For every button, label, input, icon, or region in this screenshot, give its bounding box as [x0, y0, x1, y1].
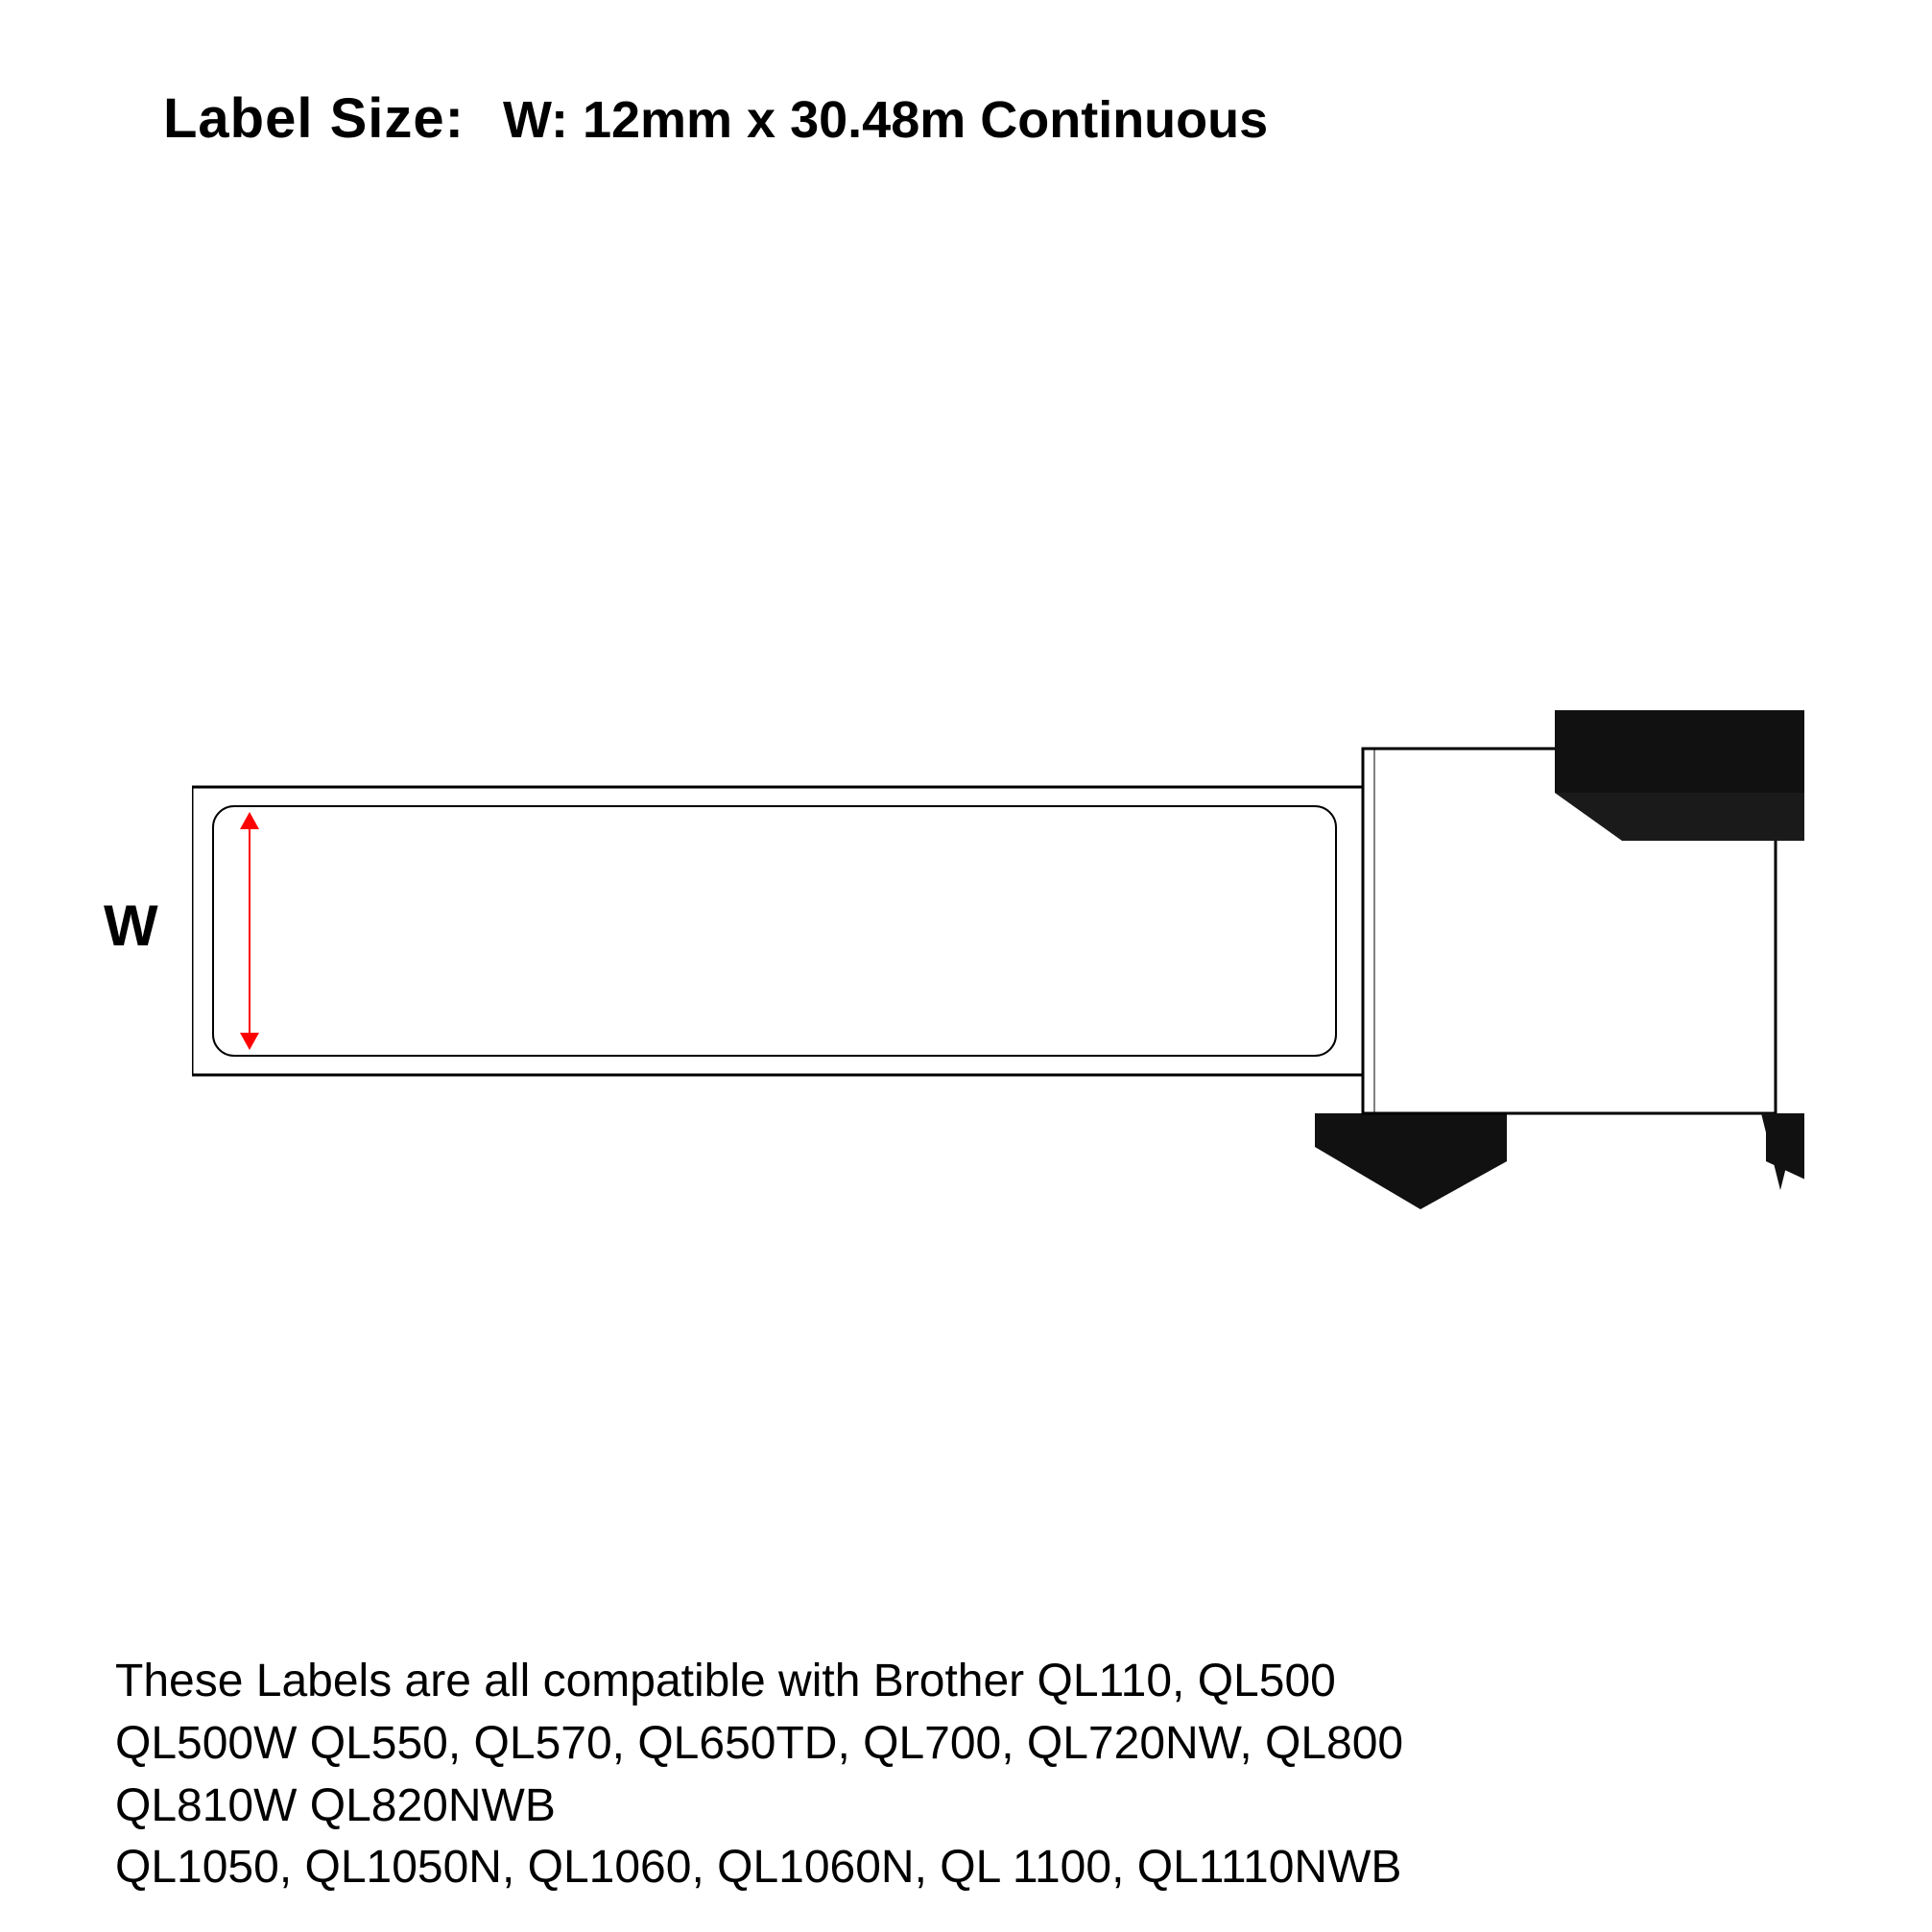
footer-line: QL500W QL550, QL570, QL650TD, QL700, QL7…	[115, 1713, 1804, 1776]
label-size-label: Label Size:	[163, 86, 465, 151]
compatibility-text: These Labels are all compatible with Bro…	[115, 1651, 1804, 1899]
label-size-value: W: 12mm x 30.48m Continuous	[503, 90, 1268, 150]
footer-line: QL810W QL820NWB	[115, 1776, 1804, 1838]
footer-line: QL1050, QL1050N, QL1060, QL1060N, QL 110…	[115, 1837, 1804, 1899]
diagram-svg	[192, 710, 1804, 1209]
footer-line: These Labels are all compatible with Bro…	[115, 1651, 1804, 1713]
label-roll-diagram	[192, 710, 1804, 1209]
header: Label Size: W: 12mm x 30.48m Continuous	[163, 86, 1268, 151]
width-marker-w: W	[104, 893, 158, 959]
